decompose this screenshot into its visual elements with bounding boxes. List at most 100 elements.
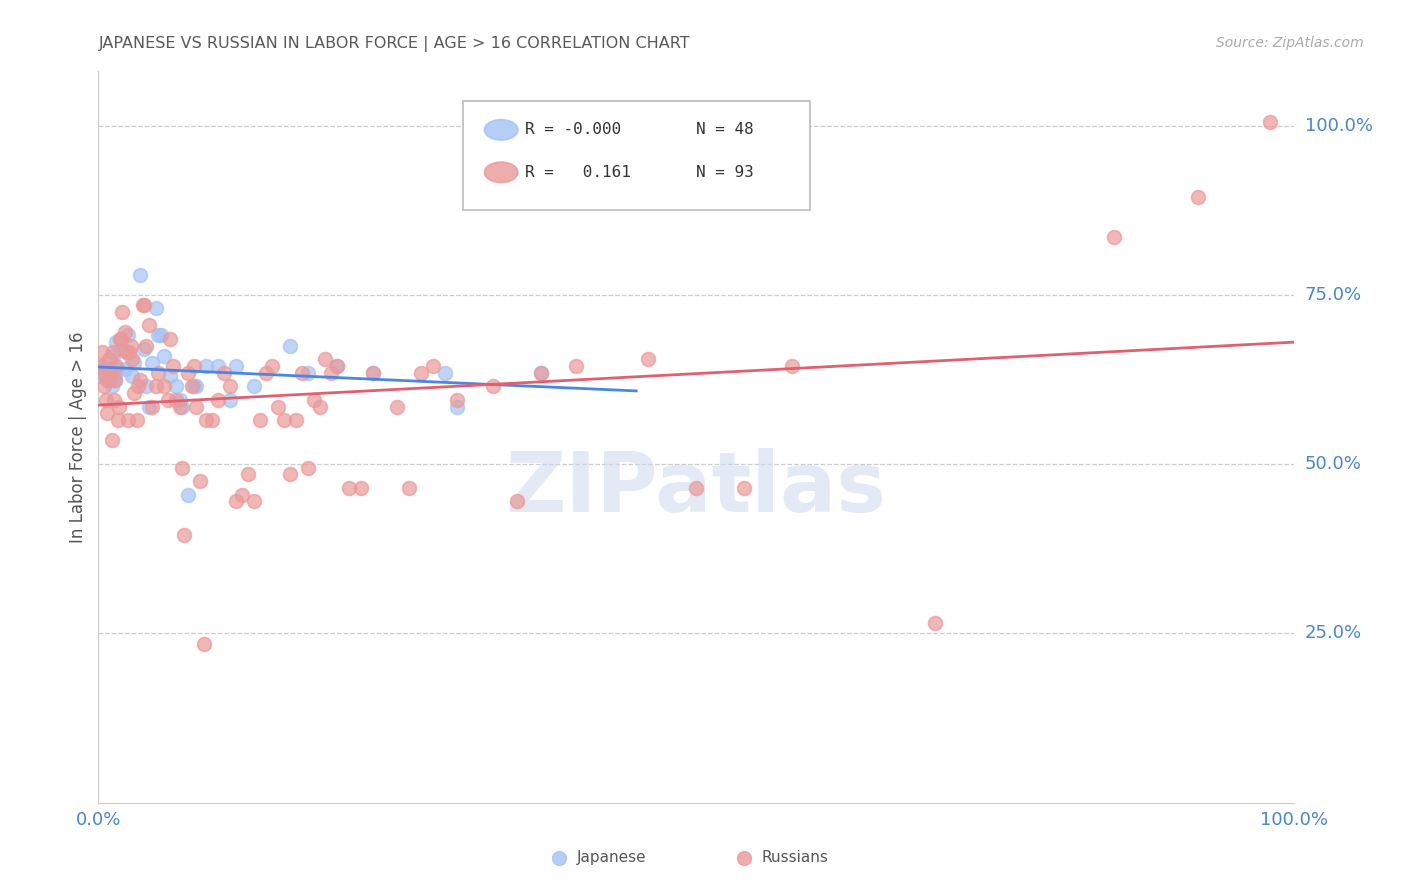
Text: Russians: Russians [762,850,828,865]
Text: N = 48: N = 48 [696,122,754,137]
Point [90,369,112,384]
Point [180,379,202,393]
Point [115,345,138,359]
Point [110,332,132,346]
Point [103,392,125,407]
Point [105,335,128,350]
Point [91,362,114,376]
Circle shape [485,120,517,140]
Point [132,298,155,312]
Point [91,366,114,380]
Point [93,369,115,384]
Point [97,362,120,376]
Point [321,366,343,380]
Point [177,366,200,380]
Point [145,301,167,316]
Point [165,379,187,393]
Point [637,352,659,367]
Point [201,413,224,427]
Point [547,847,569,861]
Point [1102,230,1125,244]
Point [446,392,468,407]
Point [129,268,152,282]
Point [172,400,194,414]
Text: ZIPatlas: ZIPatlas [506,448,886,529]
Point [260,359,283,373]
Point [153,349,176,363]
Text: JAPANESE VS RUSSIAN IN LABOR FORCE | AGE > 16 CORRELATION CHART: JAPANESE VS RUSSIAN IN LABOR FORCE | AGE… [98,36,690,52]
Point [148,366,170,380]
Point [183,379,205,393]
Point [111,305,134,319]
Point [169,392,191,407]
Point [565,359,588,373]
Point [91,345,114,359]
Point [219,392,242,407]
Point [120,339,142,353]
Point [107,362,129,376]
Point [107,400,129,414]
Point [326,359,349,373]
Point [924,616,946,631]
Point [121,352,143,367]
Point [111,342,134,356]
Point [91,359,114,373]
Point [114,325,136,339]
Point [145,379,167,393]
Point [98,362,122,376]
Text: 25.0%: 25.0% [1305,624,1362,642]
Point [529,366,551,380]
Point [173,528,195,542]
Text: Japanese: Japanese [576,850,647,865]
Point [780,359,803,373]
FancyBboxPatch shape [463,101,810,211]
Point [337,481,360,495]
Point [94,392,117,407]
Point [169,400,191,414]
Point [225,494,247,508]
Point [529,366,551,380]
Point [193,637,215,651]
Point [297,366,319,380]
Point [104,372,127,386]
Point [141,355,163,369]
Point [124,355,146,369]
Point [98,369,121,384]
Point [254,366,277,380]
Point [118,345,141,359]
Text: 50.0%: 50.0% [1305,455,1361,473]
Point [117,413,139,427]
Point [98,352,121,367]
Point [121,369,143,384]
Point [125,413,148,427]
Point [273,413,295,427]
Point [149,328,172,343]
Point [162,359,184,373]
Point [98,366,122,380]
Point [422,359,444,373]
Point [212,366,235,380]
Text: 75.0%: 75.0% [1305,285,1362,304]
Point [194,413,217,427]
Point [446,400,468,414]
Point [236,467,259,482]
Point [104,372,127,386]
Point [297,460,319,475]
Point [267,400,290,414]
Point [278,467,301,482]
Point [90,359,112,373]
Point [172,460,194,475]
Text: N = 93: N = 93 [696,165,754,180]
Point [101,349,124,363]
Point [105,359,128,373]
Point [219,379,242,393]
Point [433,366,456,380]
Point [108,332,131,346]
Point [132,342,155,356]
Text: Source: ZipAtlas.com: Source: ZipAtlas.com [1216,36,1364,50]
Point [100,379,122,393]
Text: R =   0.161: R = 0.161 [524,165,631,180]
Point [506,494,529,508]
Point [129,372,152,386]
Point [278,339,301,353]
